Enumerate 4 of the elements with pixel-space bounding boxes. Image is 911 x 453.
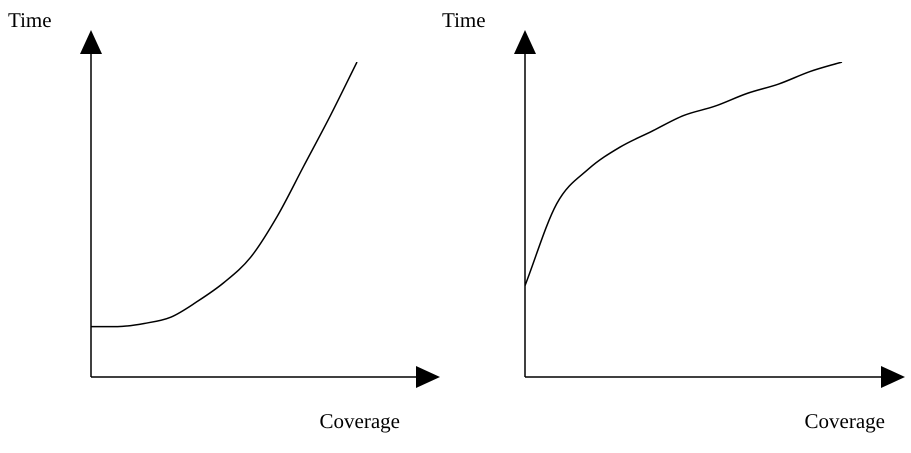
x-axis-title: Coverage (320, 409, 400, 433)
y-axis-title: Time (8, 8, 52, 32)
y-axis-title: Time (442, 8, 486, 32)
x-axis-title: Coverage (804, 409, 885, 433)
